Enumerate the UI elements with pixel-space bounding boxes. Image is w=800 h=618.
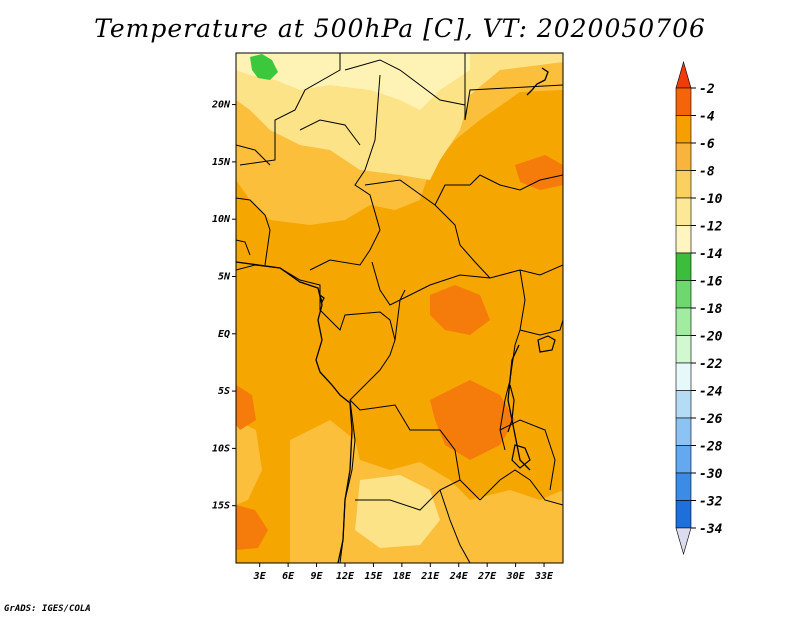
colorbar-label: -6 bbox=[699, 137, 715, 152]
colorbar-label: -28 bbox=[699, 440, 723, 455]
colorbar-label: -22 bbox=[699, 357, 723, 372]
y-axis: 20N 15N 10N 5N EQ 5S 10S 15S bbox=[211, 100, 236, 512]
lakes bbox=[318, 293, 556, 469]
colorbar-label: -16 bbox=[699, 275, 723, 290]
colorbar-label: -12 bbox=[699, 220, 723, 235]
region-level-2-4-swest bbox=[236, 505, 268, 550]
colorbar-swatch bbox=[675, 225, 692, 254]
colorbar-label: -10 bbox=[699, 192, 723, 207]
colorbar-label: -2 bbox=[699, 82, 715, 97]
region-level-12-14 bbox=[250, 54, 278, 80]
x-tick-label: 3E bbox=[253, 571, 267, 582]
colorbar-swatch bbox=[675, 445, 692, 474]
region-level-2-4-northeast bbox=[515, 155, 563, 190]
y-tick-label: EQ bbox=[218, 329, 230, 340]
x-tick-label: 12E bbox=[336, 571, 355, 582]
colorbar-swatch bbox=[675, 307, 692, 336]
colorbar-swatch bbox=[675, 472, 692, 501]
x-tick-label: 33E bbox=[534, 571, 554, 582]
colorbar-label: -26 bbox=[699, 412, 723, 427]
colorbar-swatch bbox=[675, 197, 692, 226]
colorbar-swatch bbox=[675, 87, 692, 116]
colorbar-label: -34 bbox=[699, 522, 723, 537]
colorbar-swatch bbox=[675, 280, 692, 309]
x-tick-label: 15E bbox=[364, 571, 383, 582]
x-tick-label: 9E bbox=[311, 571, 324, 582]
x-axis: 3E 6E 9E 12E 15E 18E 21E 24E 27E 30E 33E bbox=[253, 563, 554, 582]
colorbar-top-arrow bbox=[675, 60, 692, 89]
colorbar-swatch bbox=[675, 142, 692, 171]
colorbar: -2 -4 -6 -8 -10 -12 -14 -16 -18 -20 -22 -24 -26 -28 -3… bbox=[675, 60, 723, 556]
colorbar-bottom-arrow bbox=[675, 527, 692, 556]
grads-credit: GrADS: IGES/COLA bbox=[4, 604, 91, 614]
coastline bbox=[236, 67, 549, 563]
x-tick-label: 27E bbox=[477, 571, 497, 582]
colorbar-label: -24 bbox=[699, 385, 723, 400]
colorbar-label: -14 bbox=[699, 247, 723, 262]
region-level-10-12 bbox=[236, 53, 470, 110]
region-level-2-4-nw bbox=[236, 385, 256, 430]
colorbar-label: -30 bbox=[699, 467, 723, 482]
colorbar-swatch bbox=[675, 390, 692, 419]
chart-title: Temperature at 500hPa [C], VT: 202005070… bbox=[94, 14, 706, 43]
region-level-2-4-east bbox=[430, 285, 490, 335]
region-level-8-10-south bbox=[355, 475, 440, 548]
x-tick-label: 30E bbox=[506, 571, 526, 582]
x-tick-label: 6E bbox=[282, 571, 295, 582]
colorbar-label: -4 bbox=[699, 110, 715, 125]
colorbar-label: -18 bbox=[699, 302, 723, 317]
colorbar-swatch bbox=[675, 362, 692, 391]
y-tick-label: 5N bbox=[218, 271, 231, 282]
y-tick-label: 20N bbox=[211, 100, 231, 111]
map-frame bbox=[235, 52, 564, 564]
y-tick-label: 15S bbox=[212, 501, 230, 512]
y-tick-label: 5S bbox=[218, 386, 230, 397]
colorbar-label: -8 bbox=[699, 165, 715, 180]
colorbar-label: -32 bbox=[699, 495, 723, 510]
x-tick-label: 24E bbox=[449, 571, 469, 582]
y-tick-label: 10N bbox=[212, 214, 231, 225]
y-tick-label: 15N bbox=[212, 157, 231, 168]
colorbar-swatch bbox=[675, 252, 692, 281]
colorbar-swatch bbox=[675, 500, 692, 529]
y-tick-label: 10S bbox=[212, 443, 230, 454]
colorbar-swatch bbox=[675, 170, 692, 199]
colorbar-swatch bbox=[675, 417, 692, 446]
x-tick-label: 18E bbox=[393, 571, 412, 582]
colorbar-swatch bbox=[675, 115, 692, 144]
colorbar-swatch bbox=[675, 335, 692, 364]
x-tick-label: 21E bbox=[420, 571, 440, 582]
colorbar-label: -20 bbox=[699, 330, 723, 345]
region-level-2-4-southeast bbox=[430, 380, 515, 460]
region-level-6-8-west bbox=[236, 420, 262, 505]
